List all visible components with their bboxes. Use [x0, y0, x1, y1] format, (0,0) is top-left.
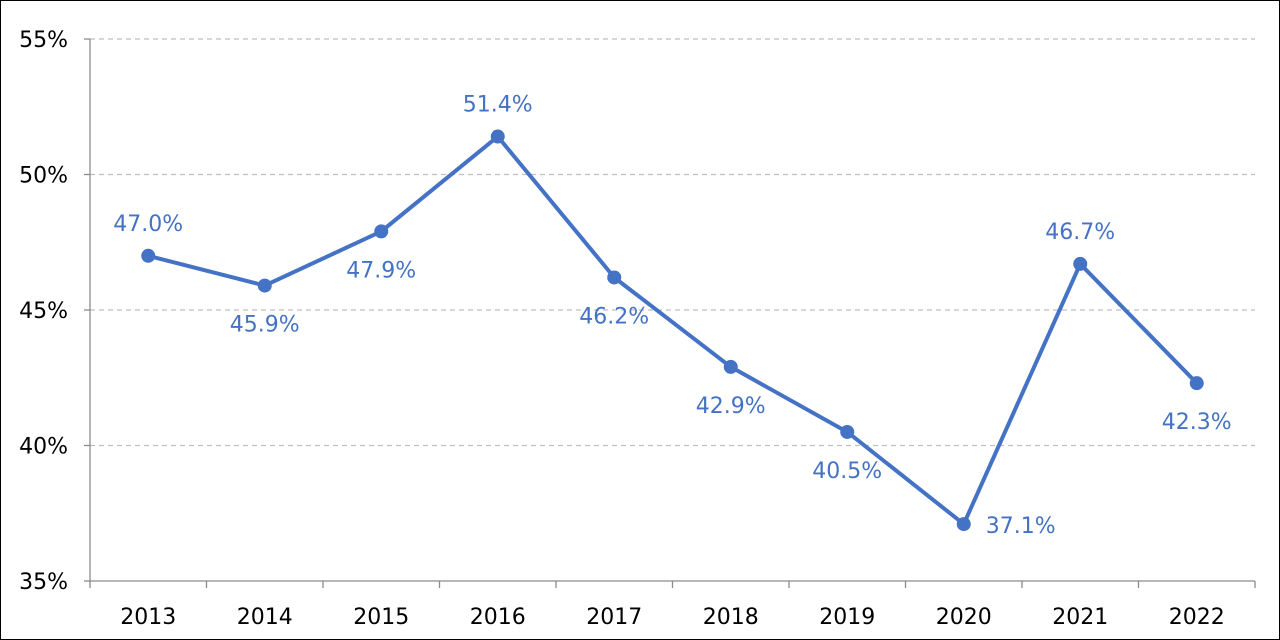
- data-label: 42.3%: [1162, 410, 1232, 435]
- x-tick-label: 2014: [237, 605, 293, 630]
- data-point: [956, 517, 971, 532]
- y-tick-label: 40%: [19, 435, 68, 460]
- x-tick-label: 2020: [936, 605, 992, 630]
- y-tick-label: 35%: [19, 570, 68, 595]
- x-axis-ticks: 2013 2014 2015 2016 2017 2018 2019 2020 2021 2022: [89, 581, 1256, 630]
- data-label: 51.4%: [463, 93, 533, 118]
- data-label: 37.1%: [986, 514, 1056, 539]
- data-label: 47.9%: [346, 258, 416, 283]
- x-tick-label: 2013: [120, 605, 176, 630]
- x-tick-label: 2019: [819, 605, 875, 630]
- x-tick-label: 2015: [353, 605, 409, 630]
- data-point: [374, 224, 389, 239]
- data-point: [257, 278, 272, 293]
- x-tick-label: 2017: [586, 605, 642, 630]
- series-line: [147, 134, 1199, 527]
- data-point: [607, 270, 622, 285]
- data-point: [1189, 376, 1204, 391]
- data-point: [141, 248, 156, 263]
- data-point: [490, 129, 505, 144]
- data-label: 46.7%: [1045, 220, 1115, 245]
- data-point: [723, 359, 738, 374]
- data-point: [1073, 256, 1088, 271]
- series: [141, 129, 1204, 532]
- data-label: 45.9%: [230, 313, 300, 338]
- data-label: 40.5%: [812, 459, 882, 484]
- x-tick-label: 2021: [1052, 605, 1108, 630]
- data-labels: 47.0% 45.9% 47.9% 51.4% 46.2% 42.9% 40.5% 37.1%…: [113, 93, 1231, 540]
- data-label: 46.2%: [579, 304, 649, 329]
- y-tick-label: 45%: [19, 299, 68, 324]
- y-axis-ticks: 35% 40% 45% 50% 55%: [19, 28, 90, 595]
- x-tick-label: 2016: [470, 605, 526, 630]
- data-label: 42.9%: [696, 394, 766, 419]
- x-tick-label: 2018: [703, 605, 759, 630]
- x-tick-label: 2022: [1169, 605, 1225, 630]
- y-tick-label: 50%: [19, 164, 68, 189]
- y-tick-label: 55%: [19, 28, 68, 53]
- data-point: [840, 424, 855, 439]
- data-label: 47.0%: [113, 212, 183, 237]
